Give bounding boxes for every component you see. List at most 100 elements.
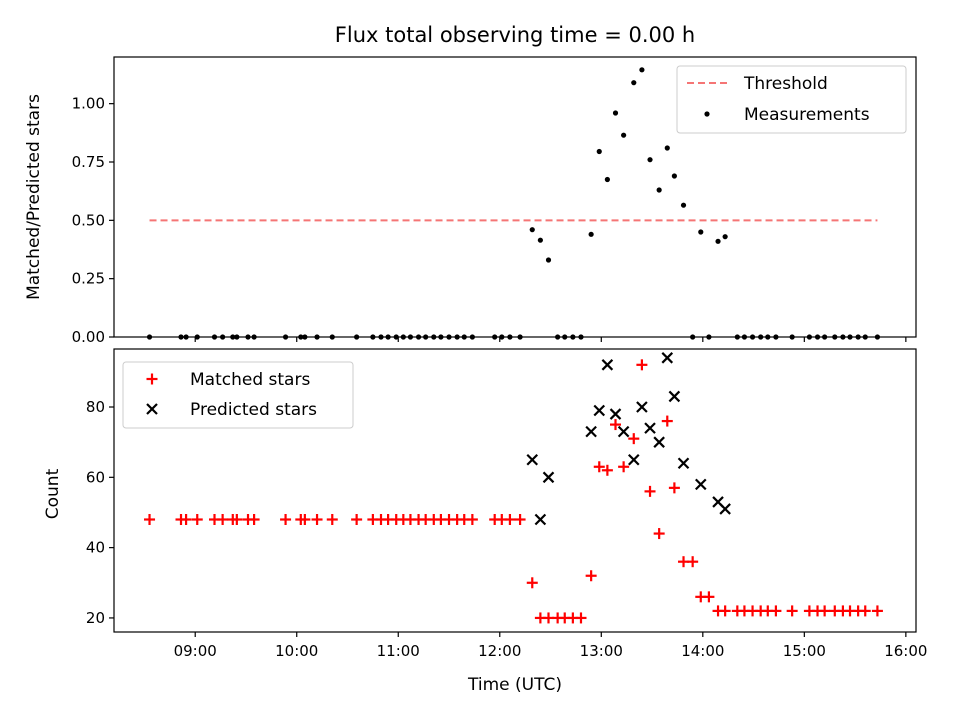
measurement-point bbox=[621, 132, 627, 138]
predicted-star-point bbox=[719, 503, 731, 515]
matched-star-point bbox=[618, 461, 630, 473]
matched-star-point bbox=[668, 482, 680, 494]
predicted-star-point bbox=[593, 404, 606, 417]
predicted-star-point bbox=[636, 401, 648, 413]
count-y-tick-label: 40 bbox=[86, 539, 105, 557]
ratio-y-tick-label: 0.00 bbox=[72, 328, 105, 346]
matched-star-point bbox=[593, 461, 605, 473]
matched-star-point bbox=[248, 514, 260, 526]
matched-star-point bbox=[575, 612, 587, 624]
count-legend-box bbox=[122, 361, 354, 429]
measurement-point bbox=[715, 238, 721, 244]
predicted-star-point bbox=[668, 390, 681, 403]
measurement-point bbox=[671, 173, 677, 179]
ratio-x-ticks bbox=[194, 337, 907, 342]
matched-legend-label: Matched stars bbox=[190, 370, 310, 390]
measurement-point bbox=[639, 67, 645, 73]
x-tick-label: 13:00 bbox=[580, 642, 623, 660]
count-y-tick-label: 20 bbox=[86, 609, 105, 627]
predicted-star-point bbox=[644, 422, 656, 434]
ratio-y-axis-label: Matched/Predicted stars bbox=[24, 94, 44, 300]
matched-star-point bbox=[466, 514, 478, 526]
ratio-panel: 0.00 0.25 0.50 0.75 1.00 Matched/Predicted s… bbox=[24, 56, 917, 346]
measurements-legend-swatch bbox=[704, 111, 710, 117]
x-tick-label: 10:00 bbox=[275, 642, 318, 660]
matched-star-point bbox=[636, 359, 648, 371]
measurement-point bbox=[698, 229, 704, 235]
matched-star-point bbox=[859, 605, 871, 617]
matched-star-point bbox=[351, 514, 363, 526]
measurement-point bbox=[612, 110, 619, 116]
count-panel: 20 40 60 80 09:00 10:00 11:00 12:00 13:00 14:00 1… bbox=[43, 348, 927, 695]
ratio-y-tick-label: 0.50 bbox=[72, 211, 105, 229]
matched-star-point bbox=[526, 577, 538, 589]
predicted-star-point bbox=[542, 471, 555, 484]
x-axis-label: Time (UTC) bbox=[467, 675, 562, 695]
predicted-legend-marker bbox=[146, 403, 158, 415]
predicted-star-point bbox=[661, 352, 674, 364]
predicted-star-point bbox=[526, 453, 539, 466]
matched-star-point bbox=[871, 605, 883, 617]
ratio-y-tick-label: 0.75 bbox=[72, 153, 105, 171]
predicted-star-point bbox=[627, 453, 640, 466]
matched-star-point bbox=[311, 514, 323, 526]
ratio-legend-box bbox=[676, 65, 907, 134]
predicted-star-point bbox=[601, 359, 614, 371]
measurement-point bbox=[588, 231, 594, 237]
matched-star-point bbox=[819, 605, 831, 617]
matched-star-point bbox=[719, 605, 731, 617]
matched-star-point bbox=[687, 556, 699, 568]
matched-star-point bbox=[504, 514, 516, 526]
ratio-y-tick-label: 0.25 bbox=[72, 270, 105, 288]
matched-star-point bbox=[601, 464, 613, 476]
count-plot-area bbox=[144, 352, 883, 624]
matched-star-point bbox=[217, 514, 229, 526]
x-tick-label: 12:00 bbox=[478, 642, 521, 660]
measurement-point bbox=[604, 176, 610, 183]
matched-star-point bbox=[514, 514, 526, 526]
matched-star-point bbox=[661, 415, 673, 427]
count-axes-frame bbox=[113, 348, 917, 633]
x-tick-label: 16:00 bbox=[884, 642, 927, 660]
matched-star-point bbox=[628, 433, 640, 445]
matched-star-point bbox=[786, 605, 798, 617]
matched-star-point bbox=[585, 570, 597, 582]
matched-star-point bbox=[280, 514, 292, 526]
matched-star-point bbox=[231, 514, 243, 526]
matched-star-point bbox=[326, 514, 338, 526]
measurement-point bbox=[529, 227, 535, 233]
matched-star-point bbox=[299, 514, 311, 526]
matched-star-point bbox=[180, 514, 192, 526]
measurement-point bbox=[537, 237, 543, 243]
matched-legend-swatch bbox=[146, 373, 158, 385]
matched-star-point bbox=[144, 514, 156, 526]
measurements-legend-label: Measurements bbox=[744, 105, 870, 125]
chart-title: Flux total observing time = 0.00 h bbox=[335, 23, 695, 47]
matched-star-point bbox=[703, 591, 715, 603]
x-tick-label: 14:00 bbox=[681, 642, 724, 660]
measurement-point bbox=[596, 148, 602, 155]
threshold-legend-label: Threshold bbox=[743, 74, 828, 94]
ratio-y-ticks: 0.00 0.25 0.50 0.75 1.00 bbox=[72, 95, 114, 346]
predicted-star-point bbox=[617, 425, 630, 438]
count-y-tick-label: 60 bbox=[86, 468, 105, 486]
x-tick-label: 09:00 bbox=[174, 642, 217, 660]
count-x-ticks: 09:00 10:00 11:00 12:00 13:00 14:00 15:00 16:00 bbox=[174, 632, 927, 660]
count-y-ticks: 20 40 60 80 bbox=[86, 398, 114, 627]
matched-star-point bbox=[191, 514, 203, 526]
predicted-star-point bbox=[677, 457, 690, 470]
measurement-point bbox=[631, 80, 637, 86]
measurement-point bbox=[664, 145, 670, 151]
measurement-point bbox=[656, 187, 662, 193]
matched-star-point bbox=[644, 485, 656, 497]
measurement-point bbox=[680, 202, 687, 208]
measurement-point bbox=[722, 234, 728, 240]
matched-star-point bbox=[610, 419, 622, 431]
predicted-star-point bbox=[695, 478, 707, 491]
matched-star-point bbox=[653, 528, 665, 540]
predicted-star-point bbox=[534, 513, 547, 526]
matched-legend-marker bbox=[146, 373, 158, 385]
ratio-y-tick-label: 1.00 bbox=[72, 95, 105, 113]
count-y-axis-label: Count bbox=[43, 468, 63, 519]
